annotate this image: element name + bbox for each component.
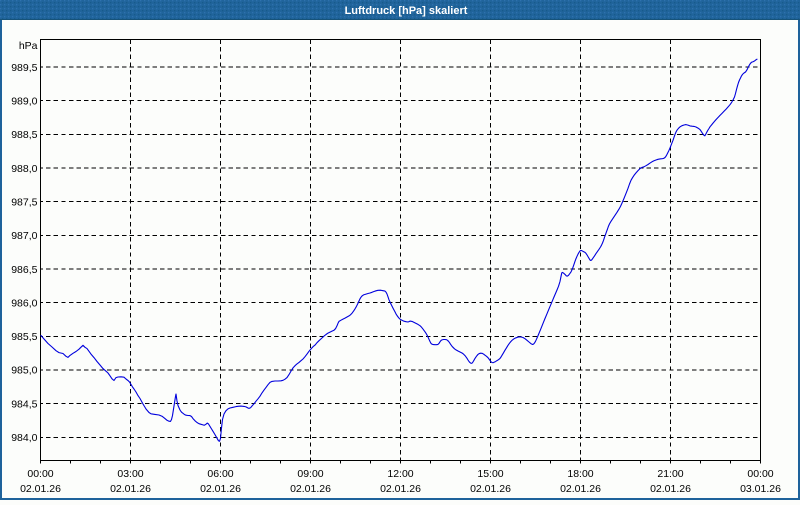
svg-text:Luftdruck [hPa] skaliert: Luftdruck [hPa] skaliert [345,5,468,17]
svg-text:02.01.26: 02.01.26 [470,483,511,495]
svg-text:02.01.26: 02.01.26 [20,483,61,495]
svg-text:12:00: 12:00 [387,468,413,480]
svg-text:18:00: 18:00 [567,468,593,480]
svg-text:02.01.26: 02.01.26 [560,483,601,495]
svg-text:989,5: 989,5 [11,62,37,74]
svg-text:09:00: 09:00 [297,468,323,480]
svg-text:00:00: 00:00 [27,468,53,480]
svg-text:984,0: 984,0 [11,432,37,444]
svg-text:985,0: 985,0 [11,365,37,377]
svg-text:03.01.26: 03.01.26 [740,483,781,495]
svg-text:02.01.26: 02.01.26 [380,483,421,495]
svg-text:03:00: 03:00 [117,468,143,480]
svg-text:02.01.26: 02.01.26 [110,483,151,495]
svg-text:987,0: 987,0 [11,230,37,242]
svg-text:984,5: 984,5 [11,398,37,410]
svg-text:989,0: 989,0 [11,96,37,108]
svg-text:15:00: 15:00 [477,468,503,480]
svg-text:986,0: 986,0 [11,297,37,309]
svg-text:02.01.26: 02.01.26 [650,483,691,495]
svg-text:02.01.26: 02.01.26 [200,483,241,495]
svg-text:21:00: 21:00 [657,468,683,480]
svg-text:988,0: 988,0 [11,163,37,175]
svg-text:02.01.26: 02.01.26 [290,483,331,495]
svg-text:988,5: 988,5 [11,129,37,141]
svg-text:06:00: 06:00 [207,468,233,480]
svg-text:985,5: 985,5 [11,331,37,343]
svg-text:987,5: 987,5 [11,196,37,208]
svg-text:986,5: 986,5 [11,264,37,276]
svg-text:hPa: hPa [19,40,38,52]
svg-text:00:00: 00:00 [747,468,773,480]
